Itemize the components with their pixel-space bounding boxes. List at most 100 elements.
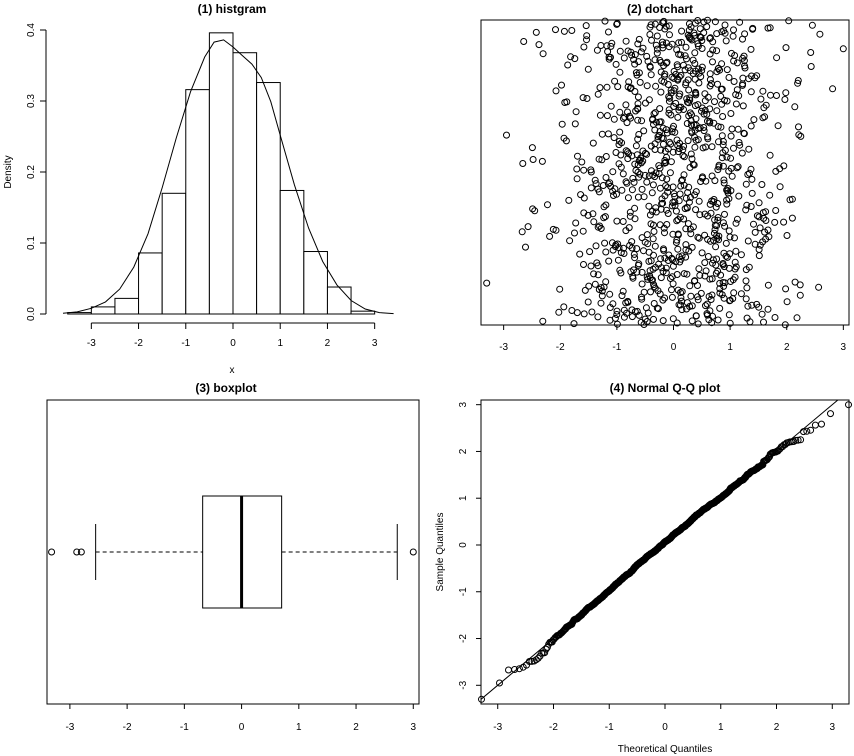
dot-point xyxy=(642,99,649,107)
dot-point xyxy=(702,267,710,275)
dot-point xyxy=(676,190,684,198)
dot-point xyxy=(631,254,639,262)
dot-point xyxy=(688,121,695,129)
dot-point xyxy=(598,292,606,300)
dot-point xyxy=(633,151,641,159)
dot-point xyxy=(697,289,705,297)
dot-point xyxy=(609,300,617,308)
dot-point xyxy=(664,188,672,196)
dot-point xyxy=(757,95,765,103)
dot-point xyxy=(771,314,779,321)
dot-point xyxy=(749,24,757,32)
dot-point xyxy=(700,124,708,131)
qq-point xyxy=(818,420,825,428)
dot-point xyxy=(748,175,756,183)
dot-point xyxy=(727,154,735,162)
dot-point xyxy=(708,172,716,180)
dot-point xyxy=(652,82,660,90)
dot-point xyxy=(688,317,696,325)
dot-point xyxy=(694,17,702,24)
dot-point xyxy=(678,297,685,305)
dot-point xyxy=(612,149,620,156)
dot-point xyxy=(613,217,621,225)
dot-point xyxy=(701,272,709,280)
dot-point xyxy=(744,237,752,245)
dot-point xyxy=(677,182,685,190)
dot-point xyxy=(708,275,716,283)
y-tick-label: -3 xyxy=(458,680,469,689)
dot-point xyxy=(579,94,587,102)
dot-point xyxy=(674,113,682,121)
dot-point xyxy=(671,84,679,92)
dot-point xyxy=(640,127,648,135)
dot-point xyxy=(675,39,683,47)
y-tick-label: 0.0 xyxy=(26,307,37,321)
dot-point xyxy=(610,115,618,123)
dot-point xyxy=(719,219,727,227)
dot-point xyxy=(631,160,639,168)
x-tick-label: -2 xyxy=(556,342,565,353)
dot-point xyxy=(636,78,644,86)
qq-point xyxy=(511,666,519,673)
dot-point xyxy=(604,180,612,188)
dot-point xyxy=(716,279,724,287)
dot-point xyxy=(626,212,634,220)
dot-point xyxy=(560,134,568,142)
dot-point xyxy=(531,207,539,215)
dot-point xyxy=(634,100,642,108)
dot-point xyxy=(630,266,638,274)
dot-point xyxy=(650,110,658,118)
dot-point xyxy=(696,25,704,33)
histogram-bar xyxy=(303,251,328,315)
dot-point xyxy=(649,115,657,123)
dot-point xyxy=(587,184,595,192)
dot-point xyxy=(759,87,767,95)
dot-point xyxy=(742,206,750,214)
dot-point xyxy=(733,215,741,223)
dot-point xyxy=(602,278,610,286)
dot-point xyxy=(762,217,770,224)
qq-point xyxy=(811,421,819,429)
dot-point xyxy=(631,204,639,212)
dot-point xyxy=(596,111,604,119)
dot-point xyxy=(634,135,642,143)
dot-point xyxy=(781,96,789,103)
dot-point xyxy=(721,222,729,230)
dot-point xyxy=(584,65,592,73)
dot-point xyxy=(678,177,686,185)
dot-point xyxy=(791,278,799,286)
dot-point xyxy=(655,131,663,139)
density-curve xyxy=(62,39,394,315)
dot-point xyxy=(704,133,711,141)
histogram-bar xyxy=(256,82,281,315)
dot-point xyxy=(672,239,680,246)
dot-point xyxy=(649,181,657,189)
dot-point xyxy=(654,135,662,143)
dot-point xyxy=(758,181,766,188)
dot-point xyxy=(720,249,728,257)
dot-point xyxy=(694,320,702,328)
dot-point xyxy=(708,291,716,299)
dot-point xyxy=(747,165,755,173)
dot-point xyxy=(593,259,601,267)
dot-point xyxy=(580,43,588,51)
dot-point xyxy=(755,199,763,207)
dot-point xyxy=(718,154,726,162)
dot-point xyxy=(649,265,657,273)
dot-point xyxy=(725,227,733,235)
dot-point xyxy=(728,172,736,180)
dot-point xyxy=(773,54,781,62)
dot-point xyxy=(700,29,708,37)
dot-point xyxy=(664,210,672,217)
dot-point xyxy=(746,169,753,177)
dot-point xyxy=(646,211,654,219)
dot-point xyxy=(634,93,642,101)
dot-point xyxy=(707,209,715,217)
dot-point xyxy=(616,68,624,76)
dot-point xyxy=(709,312,716,320)
dot-point xyxy=(558,81,565,89)
dot-point xyxy=(632,167,640,174)
dot-point xyxy=(673,61,681,69)
dot-point xyxy=(620,244,627,252)
dot-point xyxy=(695,65,702,73)
